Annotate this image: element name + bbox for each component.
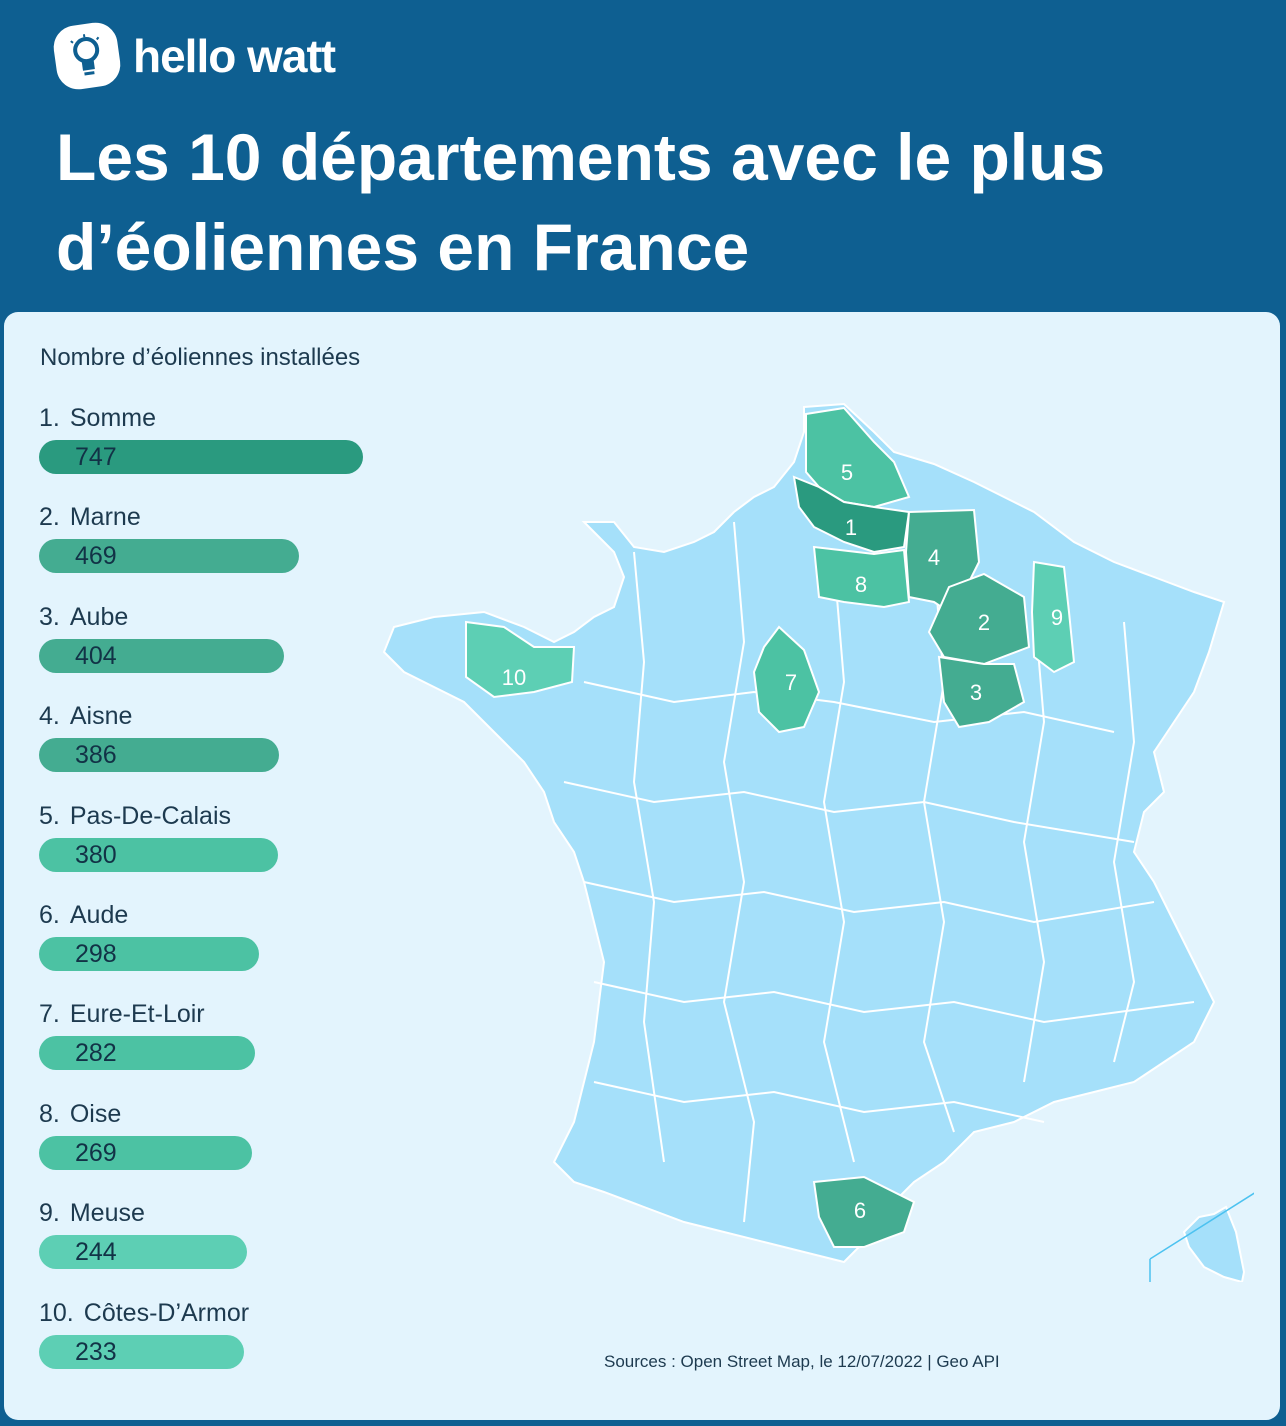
department-name: Marne [69, 503, 141, 532]
department-name: Eure-Et-Loir [69, 1000, 205, 1029]
mainland-france [382, 402, 1226, 1264]
department-name: Oise [69, 1099, 122, 1128]
ranking-label: 3. Aube [39, 601, 284, 633]
title-line-2: d’éoliennes en France [56, 210, 750, 284]
ranking-label: 7. Eure-Et-Loir [39, 998, 255, 1030]
ranking-item: 9. Meuse 244 [39, 1197, 247, 1270]
map-marker-1: 1 [845, 515, 857, 540]
ranking-item: 1. Somme 747 [39, 402, 363, 474]
ranking-item: 7. Eure-Et-Loir 282 [39, 998, 256, 1071]
value-bar: 298 [39, 937, 260, 971]
map-marker-3: 3 [970, 680, 982, 705]
ranking-label: 2. Marne [39, 501, 299, 533]
ranking-label: 5. Pas-De-Calais [39, 800, 278, 832]
title-line-1: Les 10 départements avec le plus [56, 120, 1106, 194]
dept-somme [792, 475, 911, 554]
map-labels: 1 2 3 4 5 6 7 8 9 10 [502, 460, 1063, 1223]
ranking-label: 8. Oise [39, 1098, 252, 1130]
ranking-item: 6. Aude 298 [39, 899, 260, 971]
ranking-number: 1. [39, 404, 60, 432]
ranking-number: 3. [39, 602, 60, 631]
ranking-label: 10. Côtes-D’Armor [39, 1297, 249, 1329]
dept-oise [812, 545, 911, 609]
map-marker-8: 8 [855, 572, 867, 597]
map-marker-10: 10 [502, 665, 526, 690]
france-map: 1 2 3 4 5 6 7 8 9 10 [382, 402, 1254, 1282]
value-bar: 469 [39, 539, 299, 574]
ranking-item: 3. Aube 404 [39, 601, 284, 673]
ranking-number: 5. [39, 801, 60, 830]
content-panel: Nombre d’éoliennes installées 1. Somme 747… [4, 312, 1280, 1420]
ranking-number: 8. [39, 1099, 60, 1128]
ranking-label: 6. Aude [39, 899, 259, 931]
map-marker-6: 6 [854, 1198, 866, 1223]
department-name: Meuse [69, 1199, 145, 1228]
lightbulb-icon [50, 19, 124, 93]
ranking-label: 9. Meuse [39, 1197, 247, 1229]
ranking-number: 6. [39, 901, 60, 929]
map-marker-2: 2 [978, 610, 990, 635]
value-bar: 282 [39, 1036, 256, 1071]
map-marker-4: 4 [928, 545, 940, 570]
ranking-item: 5. Pas-De-Calais 380 [39, 800, 279, 872]
dept-aube [937, 655, 1026, 729]
ranking-item: 2. Marne 469 [39, 501, 299, 574]
map-marker-9: 9 [1051, 605, 1063, 630]
map-base [382, 402, 1254, 1282]
ranking-number: 10. [39, 1298, 74, 1327]
value-bar: 386 [39, 738, 280, 773]
brand-logo: hello watt [50, 19, 336, 93]
ranking-title: Nombre d’éoliennes installées [40, 344, 361, 371]
ranking-number: 2. [39, 503, 60, 532]
ranking-item: 4. Aisne 386 [39, 700, 280, 773]
page-title: Les 10 départements avec le plus d’éolie… [56, 112, 1206, 292]
corsica [1182, 1205, 1246, 1282]
ranking-item: 8. Oise 269 [39, 1098, 253, 1170]
header: hello watt Les 10 départements avec le p… [0, 0, 1286, 312]
department-name: Somme [69, 404, 156, 432]
ranking-item: 10. Côtes-D’Armor 233 [39, 1297, 249, 1369]
dept-cotes-d-armor [465, 620, 576, 699]
value-bar: 233 [39, 1334, 244, 1369]
highlighted-departments [465, 406, 1076, 1248]
dept-meuse [1030, 560, 1076, 674]
dept-marne [927, 572, 1031, 666]
map-marker-5: 5 [841, 460, 853, 485]
ranking-number: 9. [39, 1199, 60, 1228]
map-marker-7: 7 [785, 670, 797, 695]
value-bar: 269 [39, 1135, 253, 1170]
ranking-number: 4. [39, 702, 60, 731]
ranking-label: 4. Aisne [39, 700, 279, 732]
department-name: Aisne [69, 702, 133, 731]
department-name: Aude [69, 901, 129, 929]
value-bar: 404 [39, 638, 284, 673]
dept-pas-de-calais [805, 406, 911, 509]
brand-name: hello watt [133, 30, 336, 82]
value-bar: 244 [39, 1235, 247, 1270]
source-note: Sources : Open Street Map, le 12/07/2022… [604, 1352, 1000, 1371]
department-name: Pas-De-Calais [69, 801, 232, 830]
dept-aude [812, 1175, 916, 1248]
dept-eure-et-loir [752, 625, 821, 734]
department-name: Aube [69, 602, 129, 631]
ranking-label: 1. Somme [39, 402, 363, 434]
ranking-number: 7. [39, 1000, 60, 1029]
department-name: Côtes-D’Armor [83, 1298, 250, 1327]
value-bar: 380 [39, 837, 279, 872]
value-bar: 747 [39, 440, 363, 474]
